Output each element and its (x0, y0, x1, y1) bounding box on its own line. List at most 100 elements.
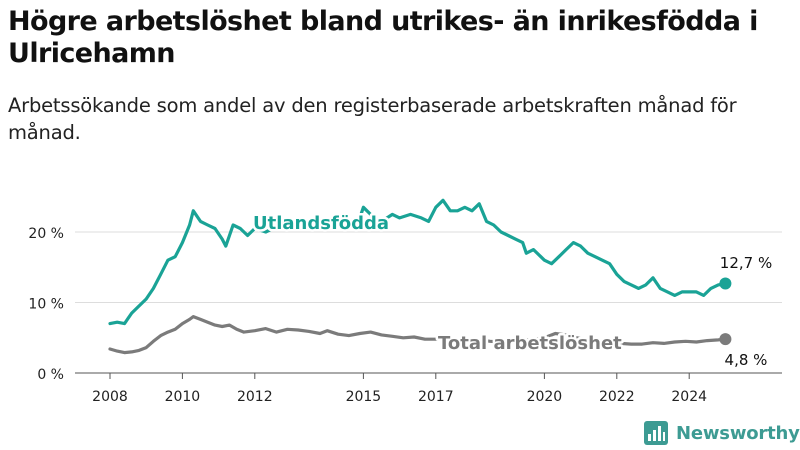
data-point (507, 234, 510, 237)
data-point (173, 328, 177, 331)
data-point (695, 290, 698, 294)
data-point (166, 330, 170, 334)
data-point (145, 297, 148, 301)
data-point (336, 223, 340, 227)
data-point (456, 209, 459, 213)
data-point (434, 337, 437, 341)
data-point (532, 248, 535, 251)
data-point (380, 220, 383, 223)
data-point (554, 332, 557, 335)
data-point (716, 283, 720, 287)
data-point (358, 332, 361, 335)
data-point (619, 342, 622, 345)
data-point (709, 287, 713, 290)
data-point (318, 332, 322, 335)
data-point (673, 294, 676, 297)
data-point (206, 223, 209, 227)
data-point (282, 223, 285, 227)
data-point (499, 230, 503, 234)
data-point (206, 321, 209, 324)
data-point (116, 349, 119, 353)
data-point (192, 209, 195, 213)
data-point (702, 294, 705, 297)
data-point (521, 339, 524, 342)
data-point (152, 340, 155, 343)
data-point (564, 248, 568, 251)
x-tick-label: 2010 (165, 389, 201, 405)
data-point (456, 338, 459, 342)
data-point (199, 220, 202, 223)
data-point (253, 227, 256, 230)
data-point (137, 349, 141, 352)
data-point (470, 209, 474, 213)
data-point (644, 283, 647, 287)
data-point (543, 336, 546, 339)
data-point (673, 340, 676, 344)
data-point (630, 342, 633, 346)
data-point (239, 227, 242, 230)
data-point (235, 328, 238, 331)
x-tick-label: 2008 (92, 389, 128, 405)
data-point (478, 338, 481, 342)
data-point (264, 230, 267, 234)
data-point (231, 223, 235, 227)
data-point (485, 220, 488, 223)
data-point (326, 220, 329, 223)
data-point (402, 336, 405, 339)
data-point (380, 333, 383, 337)
data-point (543, 259, 546, 262)
data-point (521, 241, 524, 244)
series-label-total: Total arbetslöshet (438, 333, 622, 354)
data-point (221, 237, 224, 241)
series-label-utlandsfodda: Utlandsfödda (253, 213, 389, 234)
data-point (130, 311, 133, 315)
data-point (716, 338, 720, 342)
data-point (684, 340, 687, 343)
end-value-label-total: 4,8 % (725, 351, 768, 369)
x-tick-label: 2017 (418, 389, 454, 405)
brand-logo[interactable]: Newsworthy (644, 419, 800, 447)
data-point (659, 287, 662, 290)
data-point (514, 237, 517, 241)
data-point (173, 255, 177, 258)
data-point (593, 255, 597, 258)
data-point (423, 337, 427, 341)
data-point (108, 322, 112, 325)
data-point (427, 220, 430, 223)
data-point (152, 287, 155, 290)
data-point (242, 330, 246, 334)
data-point (608, 340, 611, 344)
data-point (622, 280, 626, 283)
data-point (525, 251, 528, 255)
data-point (159, 273, 162, 276)
data-point (463, 206, 466, 209)
data-point (488, 340, 492, 343)
data-point (445, 337, 448, 340)
data-point (449, 209, 452, 213)
data-point (137, 304, 141, 308)
data-point (409, 213, 412, 216)
data-point (557, 255, 561, 258)
data-point (181, 322, 184, 325)
data-point (199, 318, 202, 321)
x-tick-label: 2015 (346, 389, 382, 405)
series-line (108, 198, 727, 326)
data-point (116, 321, 119, 324)
data-point (467, 339, 470, 342)
data-point (326, 329, 329, 332)
x-tick-label: 2012 (237, 389, 273, 405)
data-point (532, 337, 535, 341)
data-point (224, 244, 228, 248)
data-point (166, 259, 170, 262)
series-end-marker (719, 333, 732, 346)
x-tick-label: 2024 (671, 389, 707, 405)
data-point (192, 315, 195, 318)
data-point (123, 322, 126, 325)
data-point (246, 234, 249, 237)
data-point (586, 251, 590, 255)
data-point (640, 342, 644, 346)
data-point (492, 223, 495, 227)
data-point (651, 341, 655, 344)
y-tick-label: 10 % (28, 297, 64, 313)
data-point (586, 338, 590, 342)
